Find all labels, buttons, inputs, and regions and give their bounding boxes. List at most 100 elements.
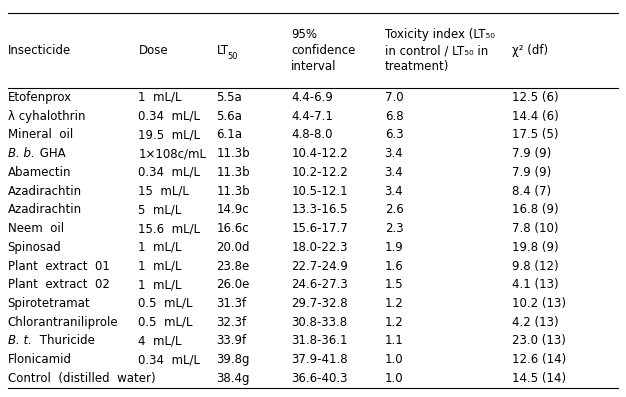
Text: 38.4g: 38.4g <box>217 372 250 385</box>
Text: 36.6-40.3: 36.6-40.3 <box>291 372 347 385</box>
Text: 4.2 (13): 4.2 (13) <box>513 316 559 329</box>
Text: 15.6-17.7: 15.6-17.7 <box>291 222 348 235</box>
Text: Neem  oil: Neem oil <box>8 222 64 235</box>
Text: 3.4: 3.4 <box>384 185 403 198</box>
Text: 0.34  mL/L: 0.34 mL/L <box>138 110 200 123</box>
Text: 16.6c: 16.6c <box>217 222 249 235</box>
Text: 30.8-33.8: 30.8-33.8 <box>291 316 347 329</box>
Text: Thuricide: Thuricide <box>36 334 95 347</box>
Text: in control / LT₅₀ in: in control / LT₅₀ in <box>384 44 488 57</box>
Text: 1  mL/L: 1 mL/L <box>138 278 182 291</box>
Text: 1.2: 1.2 <box>384 316 403 329</box>
Text: 1×108c/mL: 1×108c/mL <box>138 147 207 160</box>
Text: 1  mL/L: 1 mL/L <box>138 260 182 272</box>
Text: 1  mL/L: 1 mL/L <box>138 91 182 104</box>
Text: 1.9: 1.9 <box>384 241 403 254</box>
Text: 10.2-12.2: 10.2-12.2 <box>291 166 348 179</box>
Text: 4.4-7.1: 4.4-7.1 <box>291 110 333 123</box>
Text: 31.8-36.1: 31.8-36.1 <box>291 334 347 347</box>
Text: Flonicamid: Flonicamid <box>8 353 71 366</box>
Text: B. t.: B. t. <box>8 334 31 347</box>
Text: 1.5: 1.5 <box>384 278 403 291</box>
Text: 15  mL/L: 15 mL/L <box>138 185 190 198</box>
Text: GHA: GHA <box>36 147 65 160</box>
Text: 3.4: 3.4 <box>384 147 403 160</box>
Text: 9.8 (12): 9.8 (12) <box>513 260 559 272</box>
Text: Spirotetramat: Spirotetramat <box>8 297 90 310</box>
Text: 4.4-6.9: 4.4-6.9 <box>291 91 333 104</box>
Text: 4.8-8.0: 4.8-8.0 <box>291 129 332 141</box>
Text: 0.34  mL/L: 0.34 mL/L <box>138 166 200 179</box>
Text: Dose: Dose <box>138 44 168 57</box>
Text: 10.5-12.1: 10.5-12.1 <box>291 185 348 198</box>
Text: 19.8 (9): 19.8 (9) <box>513 241 559 254</box>
Text: 13.3-16.5: 13.3-16.5 <box>291 203 347 216</box>
Text: 10.4-12.2: 10.4-12.2 <box>291 147 348 160</box>
Text: Toxicity index (LT₅₀: Toxicity index (LT₅₀ <box>384 29 495 41</box>
Text: 14.4 (6): 14.4 (6) <box>513 110 559 123</box>
Text: 7.9 (9): 7.9 (9) <box>513 147 552 160</box>
Text: 31.3f: 31.3f <box>217 297 247 310</box>
Text: 7.0: 7.0 <box>384 91 403 104</box>
Text: Abamectin: Abamectin <box>8 166 71 179</box>
Text: 6.8: 6.8 <box>384 110 403 123</box>
Text: 12.6 (14): 12.6 (14) <box>513 353 567 366</box>
Text: 18.0-22.3: 18.0-22.3 <box>291 241 347 254</box>
Text: 23.8e: 23.8e <box>217 260 250 272</box>
Text: λ cyhalothrin: λ cyhalothrin <box>8 110 85 123</box>
Text: 2.6: 2.6 <box>384 203 403 216</box>
Text: 14.9c: 14.9c <box>217 203 249 216</box>
Text: 5.5a: 5.5a <box>217 91 242 104</box>
Text: 26.0e: 26.0e <box>217 278 250 291</box>
Text: interval: interval <box>291 60 337 73</box>
Text: 1.6: 1.6 <box>384 260 403 272</box>
Text: 5.6a: 5.6a <box>217 110 242 123</box>
Text: Plant  extract  02: Plant extract 02 <box>8 278 110 291</box>
Text: Etofenprox: Etofenprox <box>8 91 72 104</box>
Text: 95%: 95% <box>291 29 317 41</box>
Text: 10.2 (13): 10.2 (13) <box>513 297 567 310</box>
Text: 2.3: 2.3 <box>384 222 403 235</box>
Text: 4.1 (13): 4.1 (13) <box>513 278 559 291</box>
Text: 1  mL/L: 1 mL/L <box>138 241 182 254</box>
Text: 50: 50 <box>228 52 238 61</box>
Text: confidence: confidence <box>291 44 356 57</box>
Text: 16.8 (9): 16.8 (9) <box>513 203 559 216</box>
Text: 6.3: 6.3 <box>384 129 403 141</box>
Text: 23.0 (13): 23.0 (13) <box>513 334 567 347</box>
Text: 4  mL/L: 4 mL/L <box>138 334 182 347</box>
Text: 20.0d: 20.0d <box>217 241 250 254</box>
Text: 1.0: 1.0 <box>384 353 403 366</box>
Text: Chlorantraniliprole: Chlorantraniliprole <box>8 316 118 329</box>
Text: 1.0: 1.0 <box>384 372 403 385</box>
Text: treatment): treatment) <box>384 60 449 73</box>
Text: χ² (df): χ² (df) <box>513 44 548 57</box>
Text: Plant  extract  01: Plant extract 01 <box>8 260 110 272</box>
Text: 3.4: 3.4 <box>384 166 403 179</box>
Text: Control  (distilled  water): Control (distilled water) <box>8 372 155 385</box>
Text: 0.5  mL/L: 0.5 mL/L <box>138 297 193 310</box>
Text: Mineral  oil: Mineral oil <box>8 129 73 141</box>
Text: 14.5 (14): 14.5 (14) <box>513 372 567 385</box>
Text: 15.6  mL/L: 15.6 mL/L <box>138 222 200 235</box>
Text: Azadirachtin: Azadirachtin <box>8 185 82 198</box>
Text: 17.5 (5): 17.5 (5) <box>513 129 559 141</box>
Text: 19.5  mL/L: 19.5 mL/L <box>138 129 200 141</box>
Text: 6.1a: 6.1a <box>217 129 242 141</box>
Text: 12.5 (6): 12.5 (6) <box>513 91 559 104</box>
Text: LT: LT <box>217 44 228 57</box>
Text: 0.34  mL/L: 0.34 mL/L <box>138 353 200 366</box>
Text: 11.3b: 11.3b <box>217 147 250 160</box>
Text: 39.8g: 39.8g <box>217 353 250 366</box>
Text: Azadirachtin: Azadirachtin <box>8 203 82 216</box>
Text: 24.6-27.3: 24.6-27.3 <box>291 278 348 291</box>
Text: 11.3b: 11.3b <box>217 166 250 179</box>
Text: 22.7-24.9: 22.7-24.9 <box>291 260 348 272</box>
Text: B. b.: B. b. <box>8 147 34 160</box>
Text: 29.7-32.8: 29.7-32.8 <box>291 297 348 310</box>
Text: 33.9f: 33.9f <box>217 334 247 347</box>
Text: 8.4 (7): 8.4 (7) <box>513 185 552 198</box>
Text: 32.3f: 32.3f <box>217 316 247 329</box>
Text: 0.5  mL/L: 0.5 mL/L <box>138 316 193 329</box>
Text: 7.8 (10): 7.8 (10) <box>513 222 559 235</box>
